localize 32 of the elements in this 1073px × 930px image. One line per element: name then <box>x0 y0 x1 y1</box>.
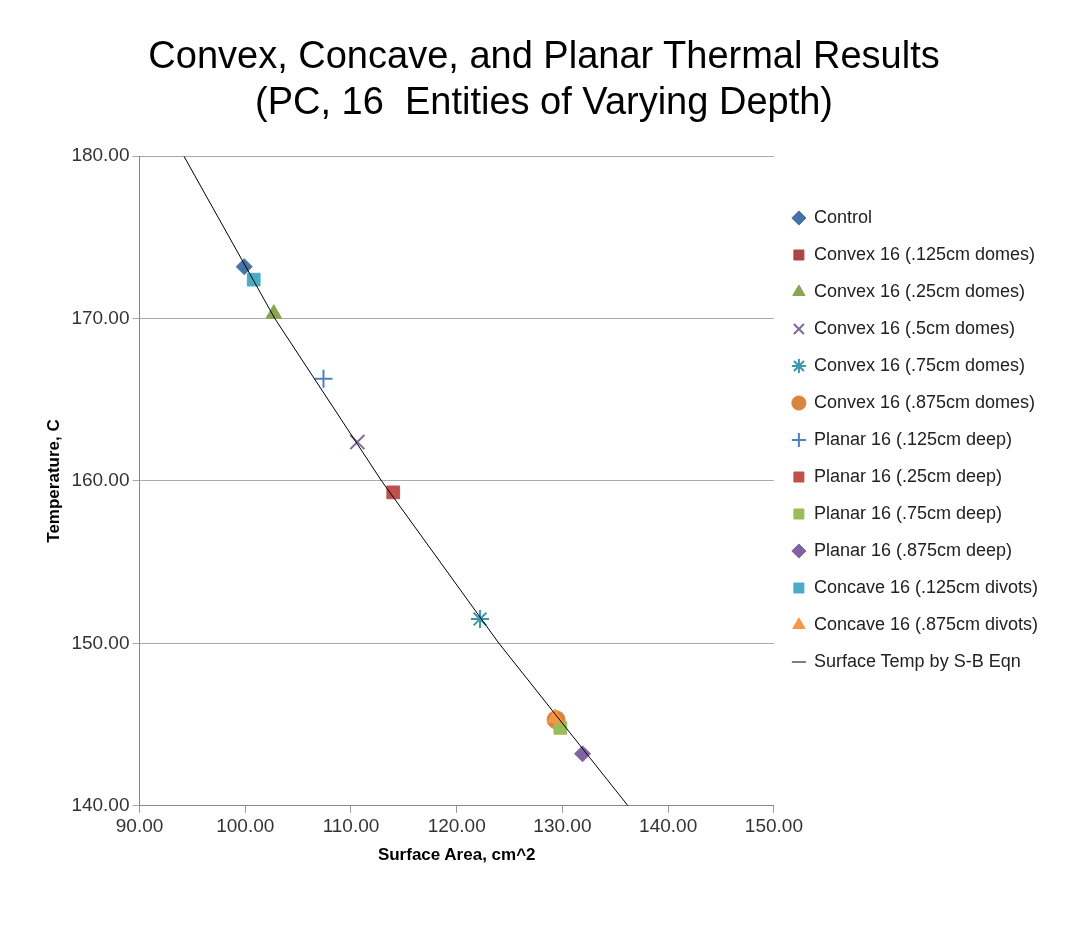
text: Convex, Concave, and Planar Thermal Results <box>148 34 940 77</box>
point <box>349 433 366 451</box>
y-tick-label: 160.00 <box>71 469 130 491</box>
x-axis-title: Surface Area, cm^2 <box>377 845 536 865</box>
legend-label: Convex 16 (.25cm domes) <box>813 280 1025 301</box>
x-tick-label: 110.00 <box>322 815 380 837</box>
legend-label: Concave 16 (.875cm divots) <box>813 613 1039 634</box>
x-tick-label: 90.00 <box>115 815 164 837</box>
legend-label: Surface Temp by S-B Eqn <box>813 650 1021 671</box>
y-tick-label: 180.00 <box>71 144 130 166</box>
legend-label: Convex 16 (.125cm domes) <box>813 243 1036 264</box>
x-tick-label: 100.00 <box>216 815 275 837</box>
y-axis-title: Temperature, C <box>43 419 63 543</box>
legend-label: Planar 16 (.875cm deep) <box>813 539 1013 560</box>
legend-label: Planar 16 (.75cm deep) <box>813 502 1003 523</box>
y-tick-label: 140.00 <box>71 794 130 816</box>
y-tick-label: 170.00 <box>71 306 130 328</box>
legend-label: Planar 16 (.125cm deep) <box>813 428 1013 449</box>
legend-label: Control <box>813 206 872 227</box>
text: (PC, 16 Entities of Varying Depth) <box>255 79 833 122</box>
legend-label: Concave 16 (.125cm divots) <box>813 576 1039 597</box>
x-tick-label: 140.00 <box>639 815 698 837</box>
point <box>469 609 490 630</box>
point <box>313 368 334 389</box>
x-tick-label: 120.00 <box>427 815 486 837</box>
x-tick-label: 150.00 <box>744 815 803 837</box>
legend-label: Convex 16 (.75cm domes) <box>813 354 1025 375</box>
y-tick-label: 150.00 <box>71 631 130 653</box>
legend-label: Convex 16 (.875cm domes) <box>813 391 1036 412</box>
legend-label: Planar 16 (.25cm deep) <box>813 465 1003 486</box>
x-tick-label: 130.00 <box>533 815 592 837</box>
legend-label: Convex 16 (.5cm domes) <box>813 317 1015 338</box>
